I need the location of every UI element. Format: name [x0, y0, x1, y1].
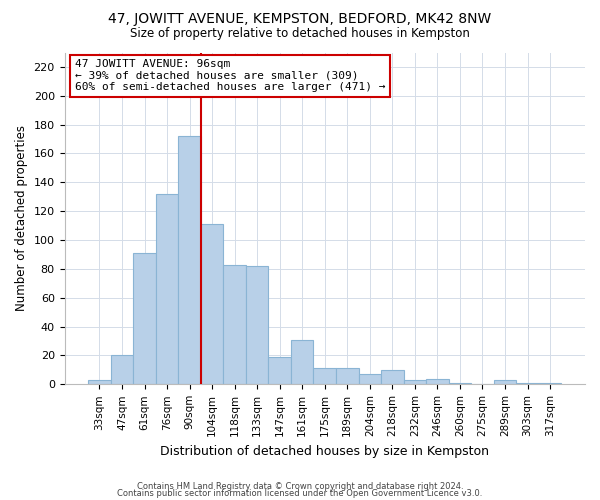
Text: 47, JOWITT AVENUE, KEMPSTON, BEDFORD, MK42 8NW: 47, JOWITT AVENUE, KEMPSTON, BEDFORD, MK… [109, 12, 491, 26]
Bar [88, 380, 111, 384]
Bar [133, 253, 156, 384]
Bar [291, 340, 313, 384]
Bar [404, 380, 426, 384]
X-axis label: Distribution of detached houses by size in Kempston: Distribution of detached houses by size … [160, 444, 489, 458]
Bar [449, 383, 471, 384]
Bar [111, 356, 133, 384]
Bar [336, 368, 359, 384]
Text: Size of property relative to detached houses in Kempston: Size of property relative to detached ho… [130, 28, 470, 40]
Bar [494, 380, 516, 384]
Bar [268, 357, 291, 384]
Bar [539, 383, 562, 384]
Text: Contains public sector information licensed under the Open Government Licence v3: Contains public sector information licen… [118, 489, 482, 498]
Bar [223, 264, 246, 384]
Bar [178, 136, 201, 384]
Text: Contains HM Land Registry data © Crown copyright and database right 2024.: Contains HM Land Registry data © Crown c… [137, 482, 463, 491]
Y-axis label: Number of detached properties: Number of detached properties [15, 126, 28, 312]
Bar [156, 194, 178, 384]
Bar [516, 383, 539, 384]
Bar [201, 224, 223, 384]
Bar [359, 374, 381, 384]
Bar [381, 370, 404, 384]
Text: 47 JOWITT AVENUE: 96sqm
← 39% of detached houses are smaller (309)
60% of semi-d: 47 JOWITT AVENUE: 96sqm ← 39% of detache… [75, 59, 385, 92]
Bar [426, 378, 449, 384]
Bar [246, 266, 268, 384]
Bar [313, 368, 336, 384]
